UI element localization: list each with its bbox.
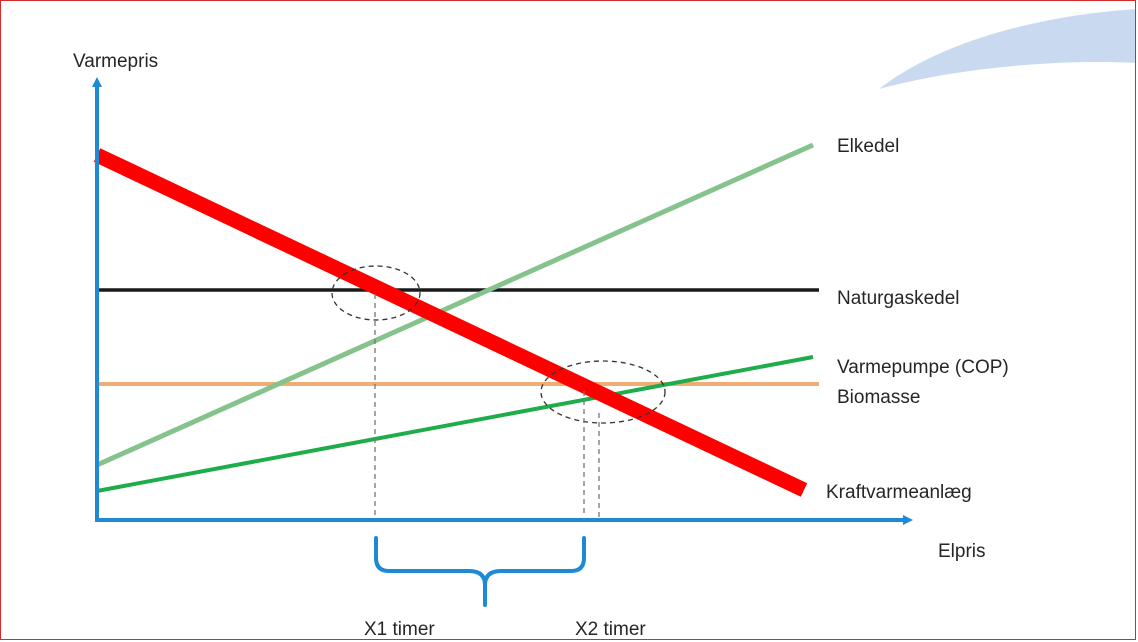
- label-x2-timer: X2 timer: [575, 619, 646, 640]
- label-biomasse: Biomasse: [837, 387, 920, 408]
- decorative-swoosh: [879, 9, 1135, 89]
- x-axis-label: Elpris: [938, 541, 986, 562]
- label-varmepumpe: Varmepumpe (COP): [837, 357, 1009, 378]
- line-varmepumpe: [96, 355, 814, 493]
- curly-brace: [374, 536, 586, 607]
- line-elkedel: [95, 142, 815, 468]
- label-kraftvarmeanlaeg: Kraftvarmeanlæg: [826, 482, 972, 503]
- intersection-circle-2: [540, 360, 666, 424]
- y-axis-label: Varmepris: [73, 51, 158, 72]
- intersection-circle-1: [331, 265, 421, 321]
- label-x1-timer: X1 timer: [364, 619, 435, 640]
- label-elkedel: Elkedel: [837, 136, 899, 157]
- label-naturgaskedel: Naturgaskedel: [837, 288, 960, 309]
- line-kraftvarmeanlaeg: [93, 148, 808, 497]
